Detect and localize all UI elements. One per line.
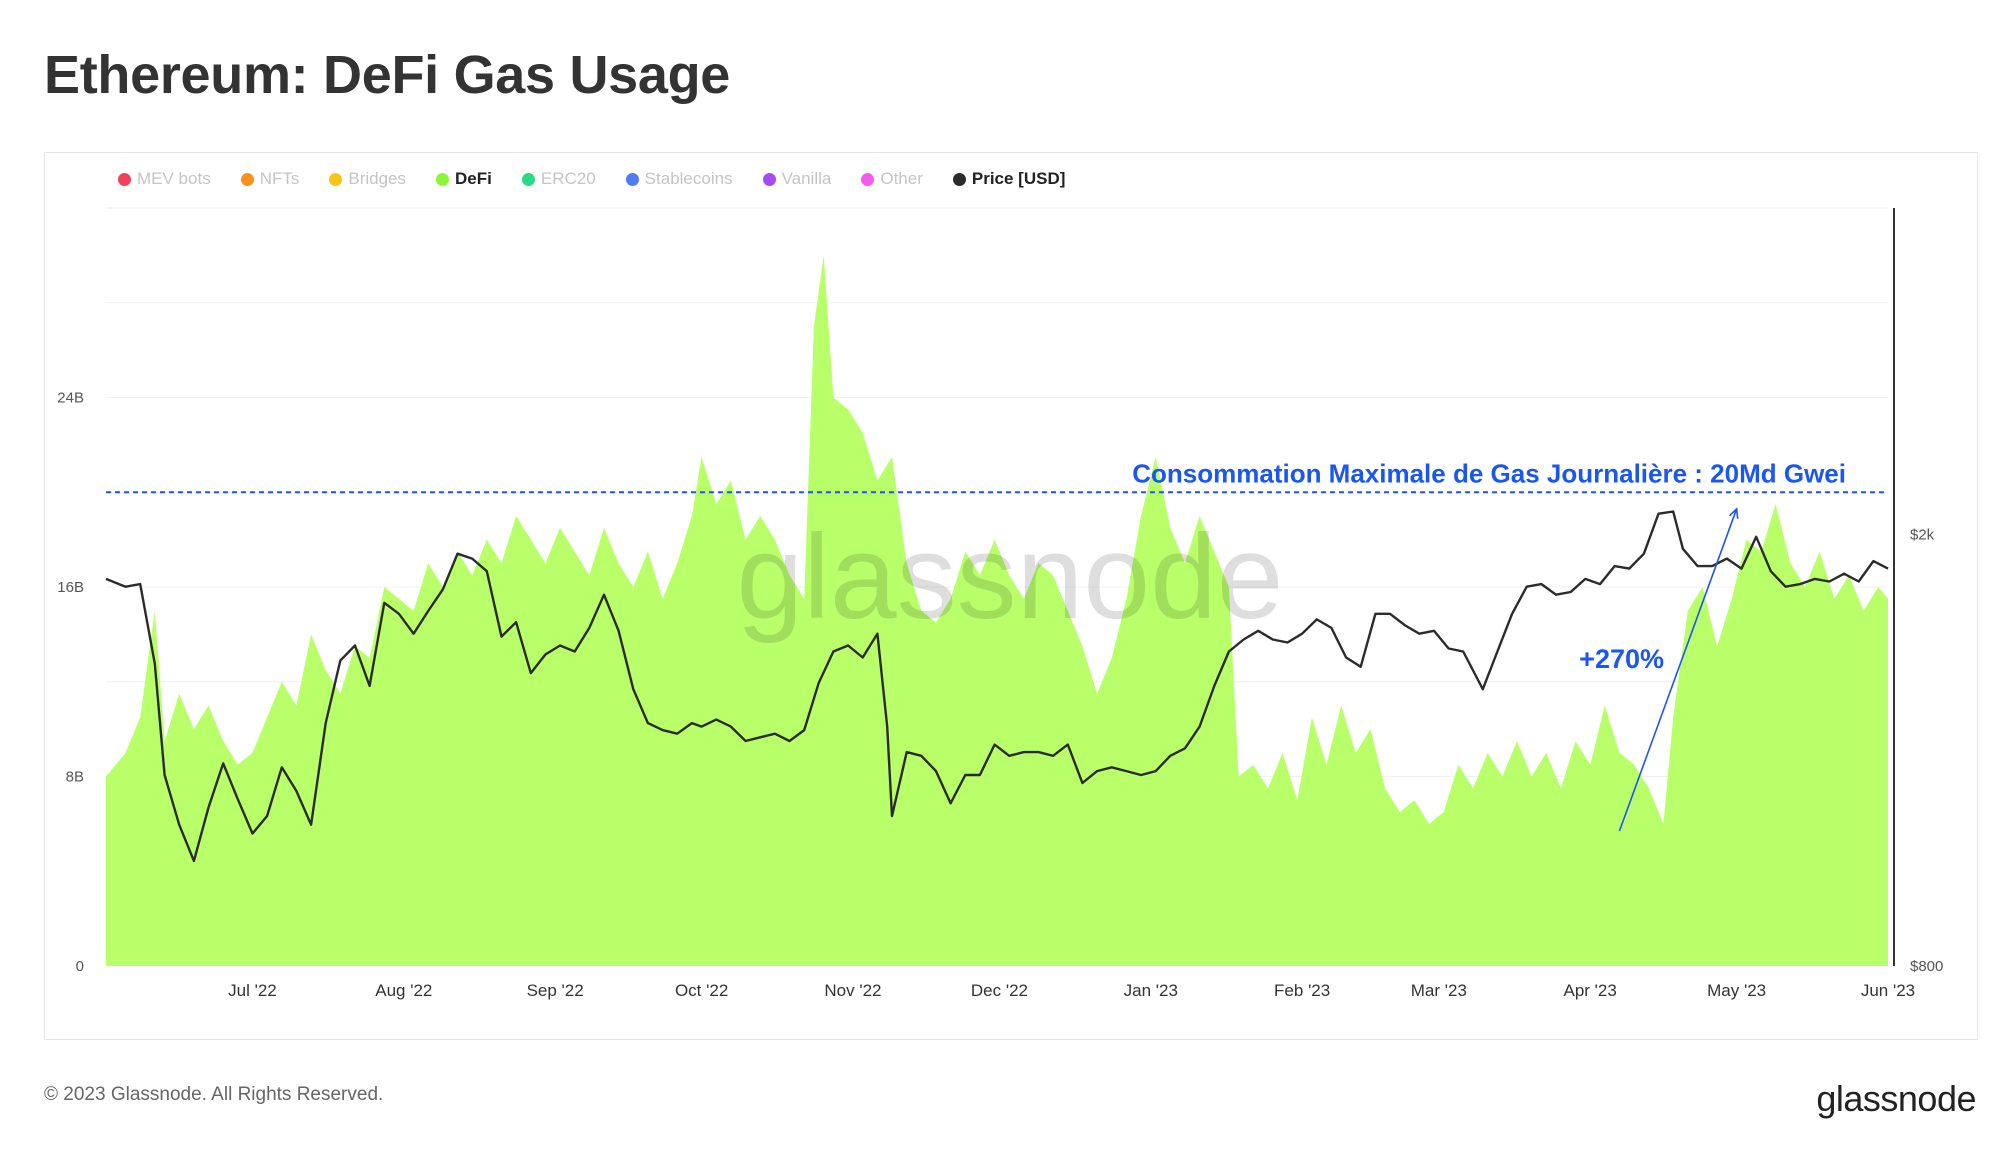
legend-item-stablecoins[interactable]: Stablecoins: [625, 169, 733, 189]
chart-legend: MEV bots NFTs Bridges DeFi ERC20 Stablecoins V…: [118, 166, 1065, 192]
legend-label: Price [USD]: [971, 169, 1066, 188]
x-tick-label: Jun '23: [1861, 981, 1915, 1000]
price-usd-line: [105, 510, 1889, 863]
legend-dot-icon: [118, 172, 131, 186]
legend-item-nfts[interactable]: NFTs: [240, 169, 300, 189]
y-right-tick-label: $2k: [1910, 526, 1935, 543]
legend-item-price-usd[interactable]: Price [USD]: [952, 169, 1066, 189]
legend-dot-icon: [240, 172, 254, 186]
growth-arrow-head-icon: [1728, 507, 1739, 519]
legend-label: Stablecoins: [644, 169, 733, 188]
x-tick-label: Dec '22: [971, 981, 1028, 1000]
x-tick-label: Apr '23: [1564, 981, 1617, 1000]
x-tick-label: Jan '23: [1124, 981, 1178, 1000]
legend-item-erc20[interactable]: ERC20: [521, 169, 596, 189]
growth-arrow-line: [1618, 508, 1738, 832]
defi-gas-area: [106, 255, 1888, 966]
legend-dot-icon: [952, 172, 966, 186]
legend-item-mev-bots[interactable]: MEV bots: [118, 169, 211, 189]
legend-item-other[interactable]: Other: [861, 169, 923, 189]
max-gas-label: Consommation Maximale de Gas Journalière…: [1132, 458, 1846, 488]
legend-label: Other: [880, 169, 923, 188]
legend-label: DeFi: [455, 169, 492, 188]
chart-title: Ethereum: DeFi Gas Usage: [44, 45, 731, 105]
legend-label: Bridges: [348, 169, 407, 188]
glassnode-logo[interactable]: glassnode: [1816, 1078, 1976, 1119]
legend-label: NFTs: [259, 169, 300, 188]
legend-label: Vanilla: [781, 169, 832, 188]
x-tick-label: Mar '23: [1411, 981, 1467, 1000]
x-tick-label: Jul '22: [228, 981, 277, 1000]
legend-dot-icon: [436, 172, 450, 186]
x-tick-label: Oct '22: [675, 981, 728, 1000]
legend-item-bridges[interactable]: Bridges: [329, 169, 406, 189]
copyright-notice: © 2023 Glassnode. All Rights Reserved.: [44, 1084, 384, 1105]
legend-label: MEV bots: [137, 169, 211, 188]
y-left-tick-label: 0: [76, 958, 84, 975]
y-left-tick-label: 8B: [66, 769, 84, 786]
legend-dot-icon: [521, 172, 535, 186]
x-tick-label: Aug '22: [375, 981, 432, 1000]
x-tick-label: May '23: [1707, 981, 1766, 1000]
x-tick-label: Feb '23: [1274, 981, 1330, 1000]
x-tick-label: Nov '22: [824, 981, 881, 1000]
y-left-tick-label: 24B: [57, 390, 84, 407]
legend-dot-icon: [329, 172, 343, 186]
legend-dot-icon: [625, 172, 639, 186]
watermark-text: glassnode: [736, 510, 1283, 644]
x-tick-label: Sep '22: [527, 981, 584, 1000]
legend-label: ERC20: [540, 169, 596, 188]
legend-item-defi[interactable]: DeFi: [436, 169, 492, 189]
legend-dot-icon: [861, 172, 875, 186]
legend-item-vanilla[interactable]: Vanilla: [762, 169, 832, 189]
y-left-tick-label: 16B: [57, 579, 84, 596]
legend-dot-icon: [762, 172, 776, 186]
growth-label: +270%: [1579, 644, 1664, 674]
y-right-tick-label: $800: [1910, 958, 1943, 975]
